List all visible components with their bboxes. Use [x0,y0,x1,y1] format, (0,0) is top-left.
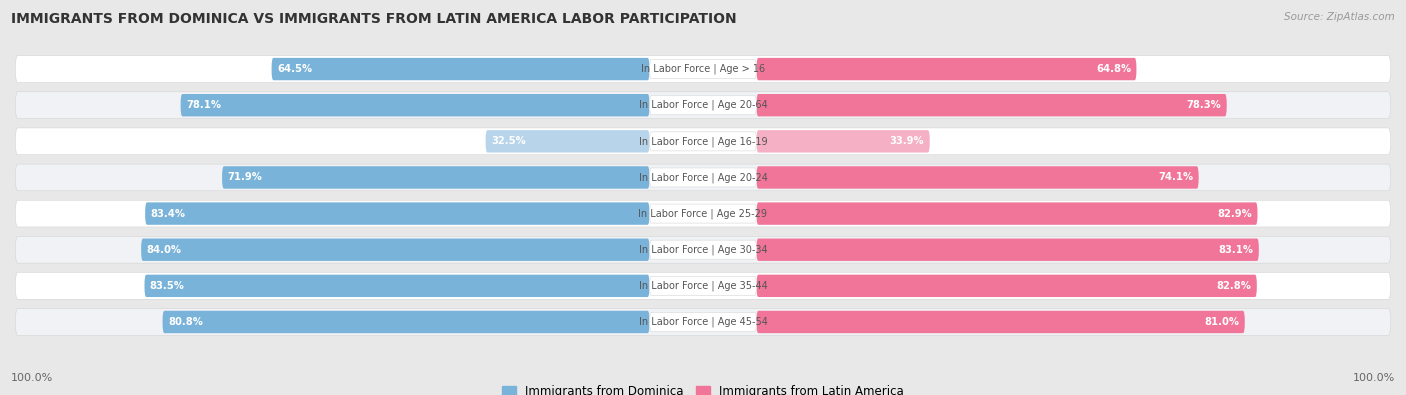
FancyBboxPatch shape [650,204,756,223]
FancyBboxPatch shape [756,275,1257,297]
Text: 100.0%: 100.0% [1353,373,1395,383]
FancyBboxPatch shape [650,240,756,259]
FancyBboxPatch shape [756,202,1257,225]
FancyBboxPatch shape [15,128,1391,155]
FancyBboxPatch shape [15,308,1391,335]
Text: In Labor Force | Age 20-24: In Labor Force | Age 20-24 [638,172,768,183]
FancyBboxPatch shape [756,94,1226,117]
Text: 84.0%: 84.0% [146,245,181,255]
Text: 74.1%: 74.1% [1159,173,1194,182]
Text: 78.1%: 78.1% [186,100,221,110]
Text: 100.0%: 100.0% [11,373,53,383]
Text: Source: ZipAtlas.com: Source: ZipAtlas.com [1284,12,1395,22]
Text: 83.4%: 83.4% [150,209,186,218]
FancyBboxPatch shape [650,276,756,295]
Text: 83.1%: 83.1% [1219,245,1254,255]
Text: 81.0%: 81.0% [1205,317,1240,327]
Text: In Labor Force | Age 30-34: In Labor Force | Age 30-34 [638,245,768,255]
Text: 33.9%: 33.9% [890,136,924,146]
FancyBboxPatch shape [15,200,1391,227]
Legend: Immigrants from Dominica, Immigrants from Latin America: Immigrants from Dominica, Immigrants fro… [498,380,908,395]
FancyBboxPatch shape [271,58,650,80]
FancyBboxPatch shape [485,130,650,152]
Text: In Labor Force | Age 16-19: In Labor Force | Age 16-19 [638,136,768,147]
Text: 64.5%: 64.5% [277,64,312,74]
FancyBboxPatch shape [15,92,1391,118]
Text: IMMIGRANTS FROM DOMINICA VS IMMIGRANTS FROM LATIN AMERICA LABOR PARTICIPATION: IMMIGRANTS FROM DOMINICA VS IMMIGRANTS F… [11,12,737,26]
Text: 64.8%: 64.8% [1095,64,1130,74]
FancyBboxPatch shape [15,164,1391,191]
FancyBboxPatch shape [222,166,650,189]
FancyBboxPatch shape [756,166,1199,189]
Text: In Labor Force | Age 45-54: In Labor Force | Age 45-54 [638,317,768,327]
Text: 82.9%: 82.9% [1218,209,1253,218]
FancyBboxPatch shape [145,202,650,225]
Text: In Labor Force | Age 20-64: In Labor Force | Age 20-64 [638,100,768,111]
FancyBboxPatch shape [15,236,1391,263]
FancyBboxPatch shape [650,60,756,79]
FancyBboxPatch shape [756,130,929,152]
FancyBboxPatch shape [145,275,650,297]
FancyBboxPatch shape [15,273,1391,299]
FancyBboxPatch shape [650,132,756,151]
FancyBboxPatch shape [163,311,650,333]
FancyBboxPatch shape [756,239,1258,261]
Text: 71.9%: 71.9% [228,173,263,182]
FancyBboxPatch shape [756,58,1136,80]
FancyBboxPatch shape [650,168,756,187]
FancyBboxPatch shape [141,239,650,261]
Text: 32.5%: 32.5% [491,136,526,146]
FancyBboxPatch shape [15,56,1391,83]
FancyBboxPatch shape [650,312,756,331]
Text: 83.5%: 83.5% [150,281,184,291]
Text: In Labor Force | Age 25-29: In Labor Force | Age 25-29 [638,208,768,219]
Text: 78.3%: 78.3% [1187,100,1222,110]
Text: 82.8%: 82.8% [1216,281,1251,291]
FancyBboxPatch shape [180,94,650,117]
FancyBboxPatch shape [650,96,756,115]
Text: In Labor Force | Age > 16: In Labor Force | Age > 16 [641,64,765,74]
FancyBboxPatch shape [756,311,1244,333]
Text: In Labor Force | Age 35-44: In Labor Force | Age 35-44 [638,280,768,291]
Text: 80.8%: 80.8% [167,317,202,327]
